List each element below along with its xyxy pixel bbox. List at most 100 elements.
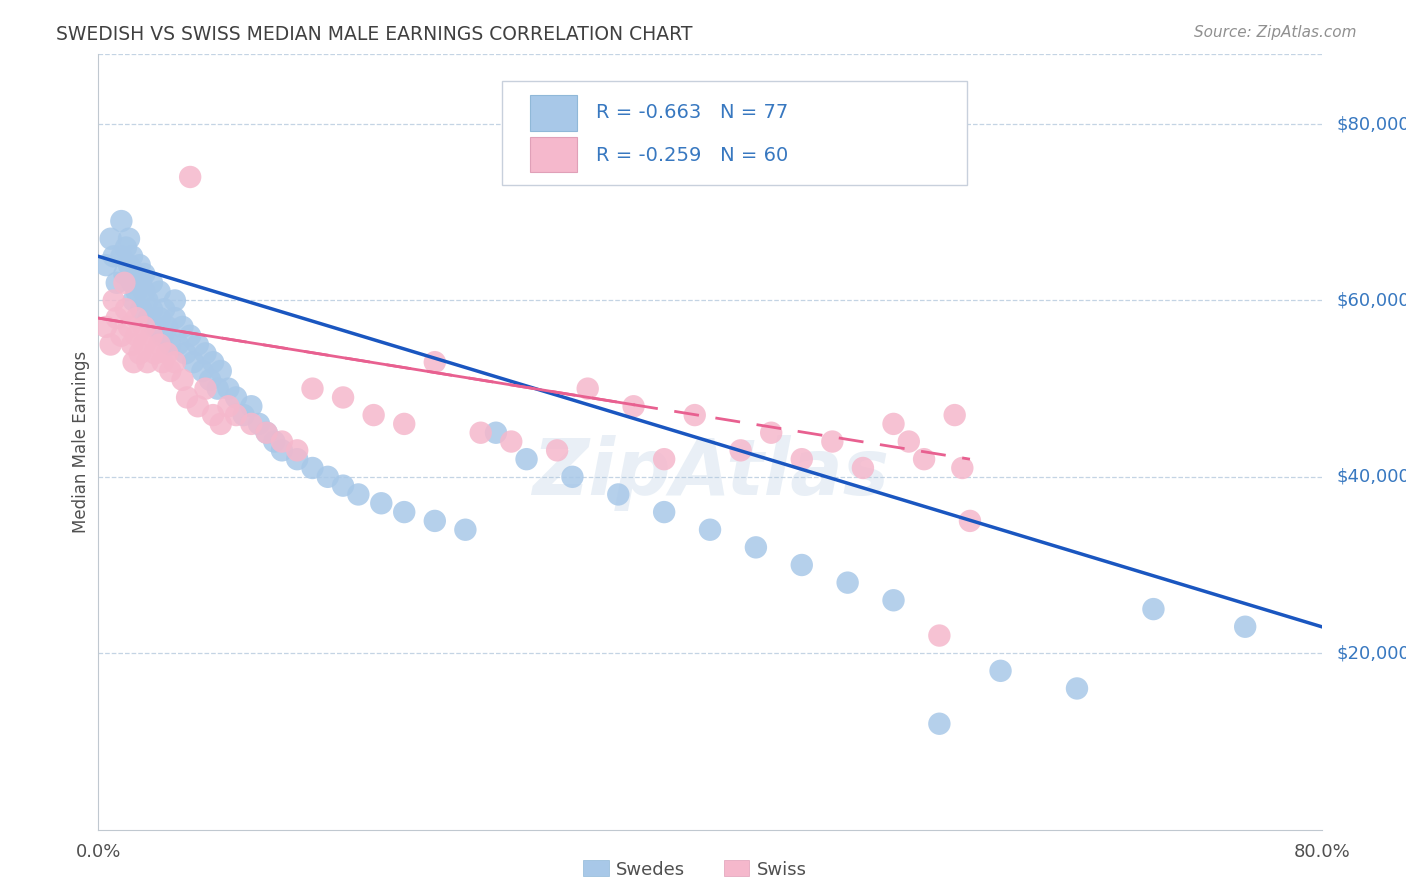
Point [143,319,166,334]
Bar [530,95,576,131]
Point [125,285,148,299]
Point [122,355,145,369]
Point [485,425,508,440]
Point [912,452,935,467]
Point [883,593,905,607]
Point [141,276,163,290]
Point [943,408,966,422]
Point [179,328,201,343]
Point [141,328,163,343]
Point [112,267,135,281]
Point [129,302,152,317]
Point [121,249,143,263]
Point [153,302,176,317]
Point [270,434,292,449]
Point [100,337,122,351]
Point [181,355,204,369]
Point [110,249,132,263]
Point [423,355,446,369]
Point [392,417,416,431]
Point [121,337,143,351]
Point [143,346,166,360]
Point [217,399,239,413]
Point [174,346,197,360]
Point [217,382,239,396]
Point [163,355,186,369]
Point [232,408,254,422]
Point [821,434,844,449]
Point [110,328,132,343]
Point [837,575,859,590]
Text: Swedes: Swedes [616,861,685,879]
Point [209,417,232,431]
Point [134,337,156,351]
Text: $80,000: $80,000 [1336,115,1406,133]
Text: Swiss: Swiss [756,861,807,879]
Point [103,249,125,263]
Point [285,452,308,467]
Point [546,443,568,458]
Point [652,452,675,467]
Point [198,373,221,387]
Point [105,311,128,326]
Point [883,417,905,431]
Point [122,293,145,308]
Point [699,523,721,537]
Point [1142,602,1164,616]
Point [1234,620,1257,634]
Point [852,461,875,475]
Point [332,391,354,405]
Point [561,470,583,484]
Point [112,276,135,290]
Point [301,461,323,475]
Point [136,293,159,308]
Text: R = -0.259   N = 60: R = -0.259 N = 60 [596,145,789,165]
Point [652,505,675,519]
Point [501,434,523,449]
Point [316,470,339,484]
Point [256,425,278,440]
Point [256,425,278,440]
Bar [530,136,576,172]
Point [240,399,263,413]
Point [370,496,392,510]
Point [125,328,148,343]
Point [209,364,232,378]
Point [202,408,225,422]
Text: ZipAtlas: ZipAtlas [531,434,889,510]
FancyBboxPatch shape [502,80,967,186]
Text: $40,000: $40,000 [1336,467,1406,486]
Point [94,258,117,272]
Point [423,514,446,528]
Point [156,319,179,334]
Point [790,452,813,467]
Point [202,355,225,369]
Point [179,169,201,184]
Point [1066,681,1088,696]
Text: $60,000: $60,000 [1336,292,1406,310]
Point [247,417,270,431]
Point [187,399,209,413]
Point [191,364,214,378]
Point [759,425,782,440]
Point [129,276,152,290]
Point [167,337,190,351]
Point [392,505,416,519]
Point [928,716,950,731]
Point [225,408,247,422]
Point [128,258,150,272]
Point [149,337,172,351]
Point [683,408,706,422]
Point [152,355,174,369]
Point [332,478,354,492]
Point [454,523,477,537]
Point [790,558,813,572]
Point [623,399,645,413]
Point [103,293,125,308]
Point [134,267,156,281]
Point [959,514,981,528]
Point [207,382,229,396]
Point [110,214,132,228]
Point [240,417,263,431]
Point [149,311,172,326]
